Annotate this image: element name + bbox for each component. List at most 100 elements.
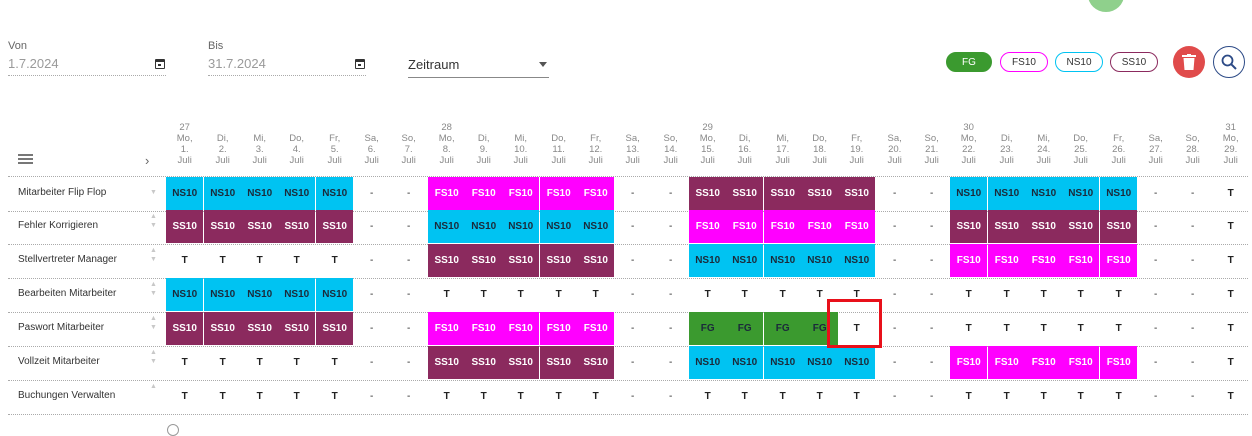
schedule-cell[interactable]: FS10 [988,244,1026,277]
schedule-cell[interactable]: - [893,289,897,300]
schedule-cell[interactable]: NS10 [801,244,839,277]
schedule-cell[interactable]: - [893,357,897,368]
floating-action-button[interactable] [1088,0,1124,12]
schedule-cell[interactable]: T [293,255,300,266]
legend-chip-ns10[interactable]: NS10 [1055,52,1103,72]
schedule-cell[interactable]: FG [689,312,727,345]
schedule-cell[interactable]: T [741,289,748,300]
schedule-cell[interactable]: - [370,255,374,266]
schedule-cell[interactable]: FS10 [950,346,988,379]
schedule-cell[interactable]: NS10 [577,210,615,243]
schedule-cell[interactable]: SS10 [241,210,279,243]
schedule-cell[interactable]: - [370,188,374,199]
schedule-cell[interactable]: FS10 [1062,244,1100,277]
schedule-cell[interactable]: - [1191,255,1195,266]
schedule-cell[interactable]: - [669,289,673,300]
schedule-cell[interactable]: FS10 [1025,244,1063,277]
schedule-cell[interactable]: - [930,391,934,402]
schedule-cell[interactable]: SS10 [950,210,988,243]
schedule-cell[interactable]: - [631,221,635,232]
schedule-cell[interactable]: T [1115,289,1122,300]
legend-chip-ss10[interactable]: SS10 [1110,52,1158,72]
schedule-cell[interactable]: SS10 [1062,210,1100,243]
schedule-cell[interactable]: - [1154,289,1158,300]
schedule-cell[interactable]: SS10 [204,312,242,345]
schedule-cell[interactable]: FS10 [465,312,503,345]
schedule-cell[interactable]: - [1154,391,1158,402]
schedule-cell[interactable]: - [631,323,635,334]
schedule-cell[interactable]: T [1115,391,1122,402]
legend-chip-fg[interactable]: FG [946,52,992,72]
schedule-cell[interactable]: SS10 [428,346,466,379]
schedule-cell[interactable]: NS10 [838,244,876,277]
schedule-cell[interactable]: NS10 [1062,177,1100,210]
from-date-field[interactable]: Von 1.7.2024 [8,40,166,76]
schedule-cell[interactable]: T [256,391,263,402]
schedule-cell[interactable]: T [293,391,300,402]
schedule-cell[interactable]: T [853,391,860,402]
schedule-cell[interactable]: - [893,221,897,232]
schedule-cell[interactable]: NS10 [1100,177,1138,210]
to-date-field[interactable]: Bis 31.7.2024 [208,40,366,76]
schedule-cell[interactable]: SS10 [316,312,354,345]
schedule-cell[interactable]: T [741,391,748,402]
schedule-cell[interactable]: T [965,289,972,300]
schedule-cell[interactable]: - [1154,255,1158,266]
schedule-cell[interactable]: - [370,357,374,368]
schedule-cell[interactable]: NS10 [278,278,316,311]
schedule-cell[interactable]: FS10 [764,210,802,243]
schedule-cell[interactable]: - [669,221,673,232]
schedule-cell[interactable]: T [219,391,226,402]
schedule-cell[interactable]: - [930,221,934,232]
schedule-cell[interactable]: T [1077,289,1084,300]
schedule-cell[interactable]: SS10 [1100,210,1138,243]
schedule-cell[interactable]: SS10 [726,177,764,210]
schedule-cell[interactable]: T [219,255,226,266]
schedule-cell[interactable]: T [443,391,450,402]
schedule-cell[interactable]: NS10 [1025,177,1063,210]
schedule-cell[interactable]: - [1191,188,1195,199]
schedule-cell[interactable]: T [1040,391,1047,402]
schedule-cell[interactable]: T [1227,188,1234,199]
schedule-cell[interactable]: T [853,289,860,300]
schedule-cell[interactable]: NS10 [166,278,204,311]
schedule-cell[interactable]: NS10 [204,177,242,210]
schedule-cell[interactable]: FS10 [838,210,876,243]
schedule-cell[interactable]: - [669,255,673,266]
schedule-cell[interactable]: T [1227,357,1234,368]
schedule-cell[interactable]: - [631,391,635,402]
schedule-cell[interactable]: NS10 [502,210,540,243]
schedule-cell[interactable]: - [1191,323,1195,334]
schedule-cell[interactable]: NS10 [689,244,727,277]
schedule-cell[interactable]: - [930,255,934,266]
schedule-cell[interactable]: - [893,188,897,199]
schedule-cell[interactable]: - [930,357,934,368]
search-button[interactable] [1213,46,1245,78]
schedule-cell[interactable]: - [1154,221,1158,232]
schedule-cell[interactable]: FG [764,312,802,345]
schedule-cell[interactable]: T [555,391,562,402]
schedule-cell[interactable]: NS10 [988,177,1026,210]
schedule-cell[interactable]: SS10 [166,210,204,243]
schedule-cell[interactable]: - [930,323,934,334]
schedule-cell[interactable]: T [1227,289,1234,300]
schedule-cell[interactable]: FS10 [1025,346,1063,379]
schedule-cell[interactable]: SS10 [540,346,578,379]
schedule-cell[interactable]: T [181,357,188,368]
schedule-cell[interactable]: SS10 [166,312,204,345]
row-sort-icon[interactable]: ▲ [150,383,157,390]
schedule-cell[interactable]: SS10 [764,177,802,210]
schedule-cell[interactable]: T [965,323,972,334]
schedule-cell[interactable]: T [480,391,487,402]
schedule-cell[interactable]: NS10 [689,346,727,379]
schedule-cell[interactable]: - [631,289,635,300]
from-date-value[interactable]: 1.7.2024 [8,56,59,71]
schedule-cell[interactable]: FS10 [726,210,764,243]
schedule-cell[interactable]: SS10 [988,210,1026,243]
schedule-cell[interactable]: FG [801,312,839,345]
schedule-cell[interactable]: T [181,255,188,266]
schedule-cell[interactable]: - [631,357,635,368]
schedule-cell[interactable]: SS10 [465,244,503,277]
schedule-cell[interactable]: FS10 [689,210,727,243]
schedule-cell[interactable]: - [930,188,934,199]
